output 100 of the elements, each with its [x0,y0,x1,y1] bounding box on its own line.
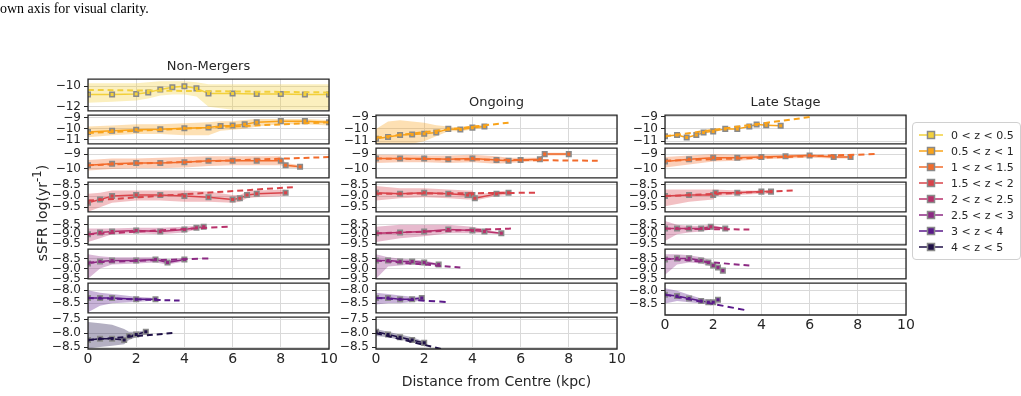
x-tick-label: 8 [853,316,863,333]
x-axis-title: Distance from Centre (kpc) [400,373,593,389]
point [421,155,428,162]
point [205,194,212,201]
point [205,124,212,131]
point [253,119,260,126]
x-tick-label: 10 [897,316,915,333]
y-tick-label: −9 [640,146,658,161]
point [229,157,236,164]
point [205,90,212,97]
x-tick-label: 2 [419,350,429,367]
y-tick-label: −12 [55,98,81,113]
point [710,128,717,135]
y-tick-label: −8.0 [628,282,658,297]
y-tick-label: −11 [632,133,658,148]
legend-label: 2 < z < 2.5 [951,192,1014,206]
x-tick-label: 4 [179,350,189,367]
point [229,196,236,203]
y-tick-label: −10 [55,78,81,93]
y-tick-label: −10 [632,121,658,135]
point [229,122,236,129]
y-tick-label: −9 [640,108,658,123]
point [181,83,188,90]
x-tick-label: 8 [276,350,286,367]
point [169,84,176,91]
legend-label: 2.5 < z < 3 [951,208,1014,222]
text: own axis for visual clarity. [0,1,149,17]
x-tick-label: 10 [608,350,626,367]
point [457,126,464,133]
point [133,191,140,198]
point [181,125,188,132]
x-tick-label: 2 [131,350,141,367]
point [109,193,116,200]
point [409,131,416,138]
chart-title: Late Stage [749,94,822,109]
x-tick-label: 4 [756,316,766,333]
point [193,85,200,92]
legend-label: 0 < z < 0.5 [951,128,1014,142]
x-tick-label: 8 [564,350,574,367]
legend-label: 4 < z < 5 [951,240,1004,254]
x-tick-label: 10 [320,350,338,367]
x-tick-label: 6 [516,350,526,367]
x-tick-label: 0 [83,350,93,367]
point [719,267,726,274]
point [536,156,543,163]
point [121,337,128,344]
point [301,91,308,98]
point [693,132,700,139]
y-tick-label: −10 [632,161,658,176]
point [565,151,572,158]
point [133,159,140,167]
point [715,264,722,271]
y-tick-label: −9.5 [339,270,369,285]
y-tick-label: −7.5 [339,311,369,326]
x-tick-label: 4 [467,350,477,367]
legend-label: 1 < z < 1.5 [951,160,1014,174]
point [700,129,707,136]
point [133,90,140,97]
point [777,122,784,129]
legend-label: 3 < z < 4 [951,224,1004,238]
y-tick-label: −9.5 [51,199,81,214]
point [698,257,705,264]
y-tick-label: −8.5 [51,295,81,310]
point [282,189,289,196]
point [421,130,428,137]
legend-label: 1.5 < z < 2 [951,176,1014,190]
y-tick-label: −8.5 [339,295,369,310]
x-tick-label: 0 [660,316,670,333]
y-tick-label: −9.5 [51,270,81,285]
y-tick-label: −8.5 [339,339,369,354]
point [229,90,236,97]
y-tick-label: −10 [343,161,369,176]
point [205,157,212,164]
y-tick-label: −7.5 [51,311,81,326]
y-tick-label: −8.0 [51,282,81,297]
y-tick-label: −9 [351,146,369,161]
point [181,159,188,166]
y-tick-label: −9 [63,146,81,161]
point [541,151,548,158]
point [385,331,392,338]
y-tick-label: −8.0 [339,325,369,340]
y-tick-label: −8.0 [339,282,369,297]
point [282,162,289,169]
x-tick-label: 6 [228,350,238,367]
y-tick-label: −10 [55,161,81,176]
point [236,195,243,202]
point [181,193,188,200]
point [277,118,284,125]
x-tick-label: 2 [708,316,718,333]
y-tick-label: −9.5 [339,199,369,214]
chart-title: Non-Mergers [165,58,252,73]
point [133,227,140,234]
y-tick-label: −10 [343,121,369,135]
point [133,126,140,133]
point [253,190,260,197]
point [297,163,304,170]
point [142,328,149,335]
y-tick-label: −9 [351,108,369,123]
y-tick-label: −11 [343,133,369,148]
legend-label: 0.5 < z < 1 [951,144,1014,158]
